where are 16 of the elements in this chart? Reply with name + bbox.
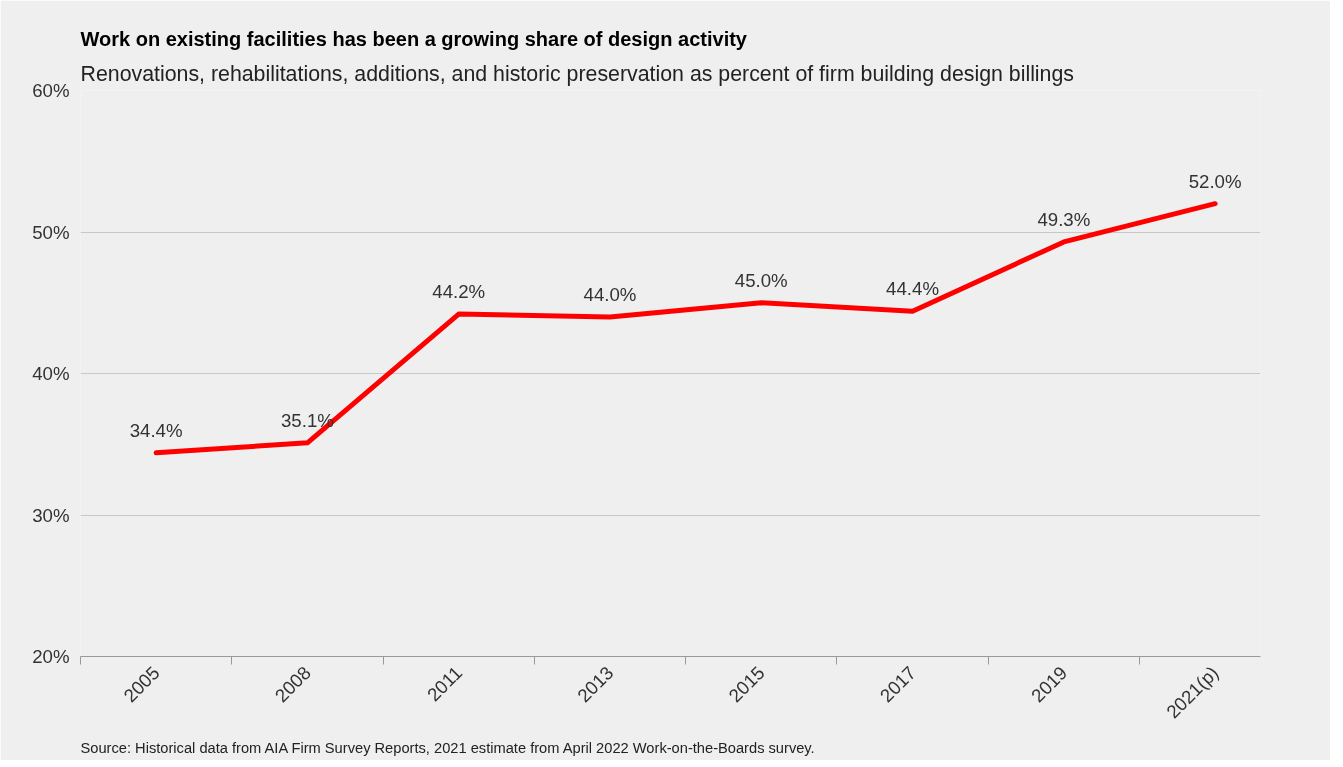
data-label: 44.2% bbox=[432, 281, 486, 303]
y-tick-label: 60% bbox=[32, 80, 70, 101]
data-label: 34.4% bbox=[129, 419, 183, 441]
source-note: Source: Historical data from AIA Firm Survey Reports, 2021 estimate from April 2022 Work-on-the-Boards survey. bbox=[80, 739, 815, 756]
y-tick-label: 20% bbox=[32, 646, 70, 667]
y-tick-label: 50% bbox=[32, 221, 70, 243]
data-label: 35.1% bbox=[280, 409, 334, 431]
data-label: 44.0% bbox=[583, 283, 637, 305]
chart-title: Work on existing facilities has been a growing share of design activity bbox=[80, 27, 748, 50]
chart-subtitle: Renovations, rehabilitations, additions, and historic preservation as percent of firm building design billings bbox=[80, 61, 1074, 86]
data-label: 44.4% bbox=[886, 278, 940, 300]
y-tick-label: 30% bbox=[32, 504, 70, 526]
data-label: 45.0% bbox=[734, 269, 788, 291]
y-tick-label: 40% bbox=[32, 363, 70, 384]
data-label: 49.3% bbox=[1037, 208, 1091, 230]
data-label: 52.0% bbox=[1188, 170, 1242, 192]
